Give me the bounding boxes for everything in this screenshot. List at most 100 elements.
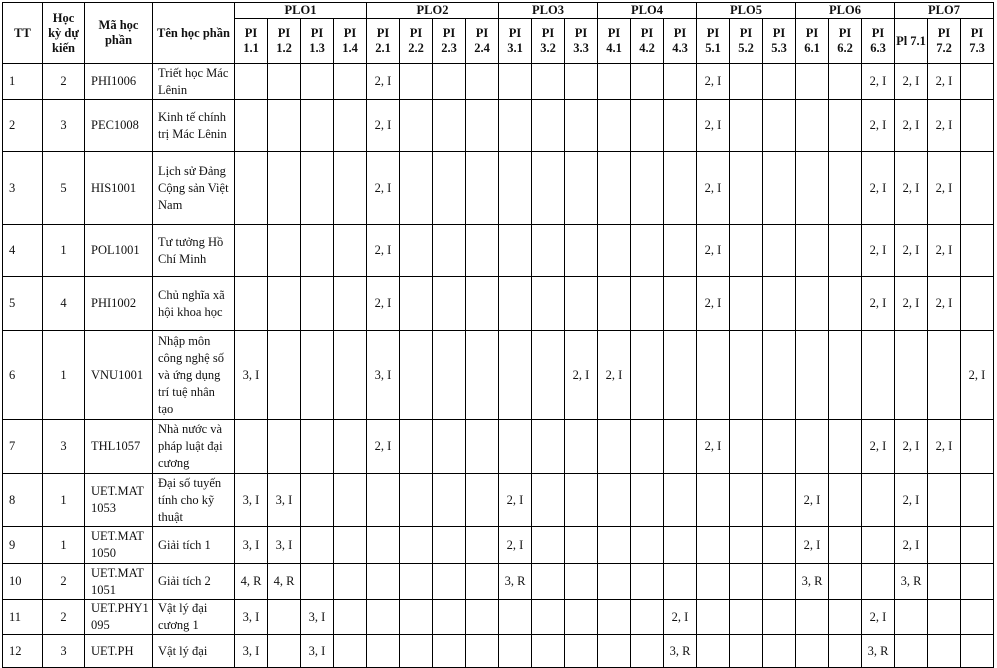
pi-cell [663,224,697,277]
pi-cell [960,224,994,277]
pi-cell: 2, I [894,151,928,225]
pi-cell [762,473,796,527]
pi-cell: 2, I [894,224,928,277]
pi-cell [696,473,730,527]
pi-cell [333,473,367,527]
pi-cell [465,473,499,527]
pi-cell [861,473,895,527]
header-pi: PI 2.2 [399,18,433,64]
header-pi: PI 1.2 [267,18,301,64]
pi-cell [564,599,598,635]
pi-cell [630,634,664,668]
pi-cell: 2, I [861,224,895,277]
pi-cell: 3, R [795,563,829,600]
pi-cell: 3, R [861,634,895,668]
pi-cell: 3, I [366,330,400,420]
table-row: 11 2 UET.PHY1095 Vật lý đại cương 1 3, I 3, I… [2,599,994,635]
pi-cell [531,63,565,100]
header-pi: Pl 7.1 [894,18,928,64]
pi-cell [234,224,268,277]
pi-cell [465,276,499,331]
pi-cell [234,276,268,331]
pi-cell [234,63,268,100]
header-pi: PI 4.2 [630,18,664,64]
pi-cell [366,599,400,635]
pi-cell [762,526,796,564]
pi-cell: 3, R [663,634,697,668]
pi-cell [564,526,598,564]
pi-cell [465,563,499,600]
pi-cell [828,224,862,277]
pi-cell [234,419,268,474]
pi-cell [333,419,367,474]
pi-cell [795,151,829,225]
pi-cell [432,599,466,635]
pi-cell [960,526,994,564]
pi-cell [300,151,334,225]
header-pi: PI 7.2 [927,18,961,64]
pi-cell [399,473,433,527]
pi-cell: 2, I [861,419,895,474]
row-course-code: UET.MAT1051 [84,563,153,600]
pi-cell [861,563,895,600]
header-pi: PI 5.1 [696,18,730,64]
pi-cell [333,224,367,277]
pi-cell [828,63,862,100]
pi-cell: 2, I [894,526,928,564]
pi-cell [300,99,334,152]
pi-cell [531,563,565,600]
pi-cell [663,63,697,100]
pi-cell: 2, I [894,419,928,474]
row-course-code: VNU1001 [84,330,153,420]
pi-cell [597,99,631,152]
pi-cell [927,473,961,527]
pi-cell [795,419,829,474]
pi-cell [465,224,499,277]
pi-cell [729,330,763,420]
pi-cell [399,63,433,100]
pi-cell [267,276,301,331]
pi-cell [597,419,631,474]
pi-cell [663,563,697,600]
pi-cell [366,473,400,527]
pi-cell [300,419,334,474]
pi-cell [597,563,631,600]
header-plo6: PLO6 [795,2,895,19]
pi-cell: 2, I [927,99,961,152]
pi-cell [333,276,367,331]
pi-cell [828,99,862,152]
pi-cell [795,599,829,635]
pi-cell [267,599,301,635]
pi-cell [828,151,862,225]
row-number: 8 [2,473,43,527]
pi-cell [960,634,994,668]
pi-cell [564,224,598,277]
header-plo7: PLO7 [894,2,994,19]
pi-cell [795,224,829,277]
pi-cell: 3, I [300,634,334,668]
pi-cell [300,224,334,277]
pi-cell [498,224,532,277]
row-semester: 2 [42,599,85,635]
table-row: 10 2 UET.MAT1051 Giải tích 2 4, R 4, R 3, R 3, … [2,563,994,600]
header-pi: PI 3.1 [498,18,532,64]
pi-cell [564,473,598,527]
pi-cell [663,99,697,152]
pi-cell [729,99,763,152]
pi-cell [531,151,565,225]
header-plo3: PLO3 [498,2,598,19]
header-pi: PI 2.1 [366,18,400,64]
pi-cell [960,99,994,152]
pi-cell [333,563,367,600]
pi-cell [564,563,598,600]
pi-cell [762,63,796,100]
row-course-code: PEC1008 [84,99,153,152]
pi-cell [894,634,928,668]
header-pi: PI 3.2 [531,18,565,64]
pi-cell [432,99,466,152]
row-course-name: Chủ nghĩa xã hội khoa học [152,276,235,331]
pi-cell [267,63,301,100]
pi-cell: 2, I [597,330,631,420]
pi-cell [234,151,268,225]
row-course-name: Nhà nước và pháp luật đại cương [152,419,235,474]
